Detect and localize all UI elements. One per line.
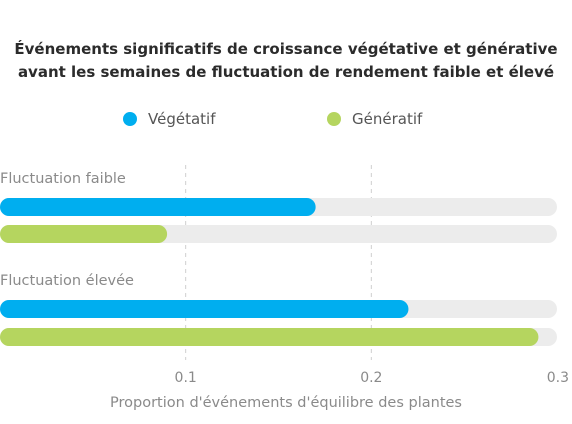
group-label-0: Fluctuation faible xyxy=(0,171,126,187)
bar-0-1 xyxy=(0,225,168,243)
legend-item-generatif: Génératif xyxy=(327,110,422,128)
bar-0-0 xyxy=(0,198,316,216)
chart-title-line-1: Événements significatifs de croissance v… xyxy=(14,40,558,58)
chart-title: Événements significatifs de croissance v… xyxy=(0,38,572,84)
legend-swatch-generatif xyxy=(327,112,341,126)
x-tick-label-2: 0.3 xyxy=(547,370,569,386)
bar-1-0 xyxy=(0,300,409,318)
legend-label-generatif: Génératif xyxy=(352,110,423,128)
x-axis-label: Proportion d'événements d'équilibre des … xyxy=(110,395,462,411)
group-label-1: Fluctuation élevée xyxy=(0,273,134,289)
bar-1-1 xyxy=(0,328,539,346)
x-tick-label-0: 0.1 xyxy=(175,370,197,386)
legend: Végétatif Génératif xyxy=(0,110,572,136)
x-tick-label-1: 0.2 xyxy=(360,370,382,386)
legend-swatch-vegetatif xyxy=(123,112,137,126)
legend-item-vegetatif: Végétatif xyxy=(123,110,215,128)
legend-label-vegetatif: Végétatif xyxy=(148,110,216,128)
chart-title-line-2: avant les semaines de fluctuation de ren… xyxy=(17,63,555,81)
